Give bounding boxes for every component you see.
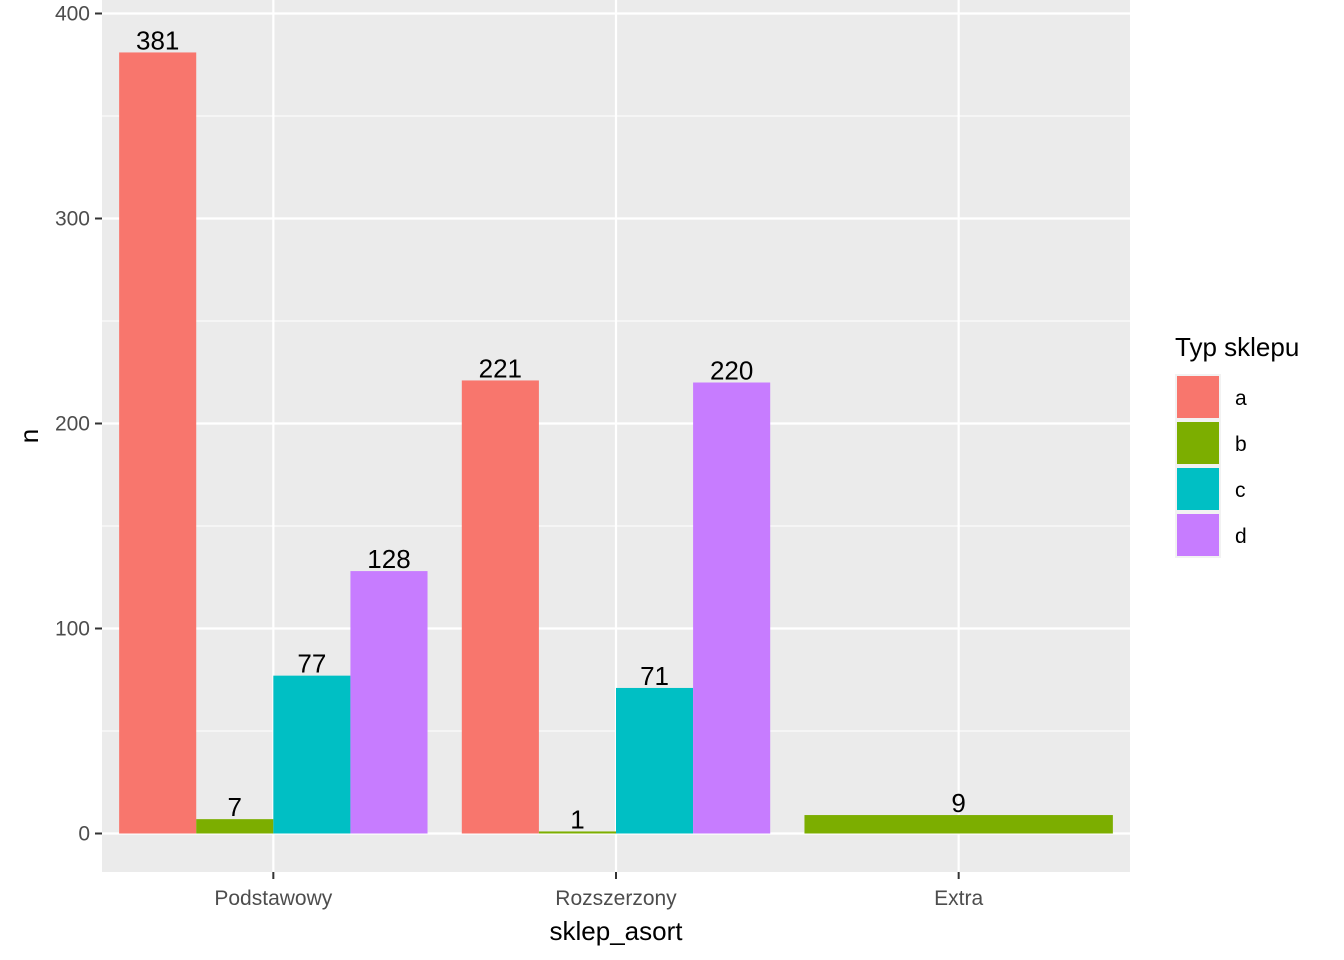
- x-axis: Podstawowy Rozszerzony Extra: [214, 872, 983, 910]
- data-label: 7: [228, 792, 242, 822]
- x-tick-label: Podstawowy: [214, 887, 332, 910]
- bar-b-Rozszerzony: [538, 831, 616, 834]
- data-label: 220: [710, 356, 753, 386]
- bar-b-Podstawowy: [196, 819, 274, 834]
- data-label: 71: [640, 661, 669, 691]
- legend-swatch-d: [1177, 514, 1219, 556]
- data-label: 128: [367, 544, 410, 574]
- y-tick-label: 0: [78, 823, 90, 846]
- y-tick-label: 400: [55, 3, 90, 26]
- x-tick-label: Extra: [934, 887, 983, 910]
- bar-d-Rozszerzony: [693, 382, 771, 834]
- data-label: 1: [570, 804, 584, 834]
- legend-swatch-c: [1177, 468, 1219, 510]
- bar-c-Rozszerzony: [616, 687, 694, 834]
- legend-label: d: [1235, 525, 1247, 548]
- data-label: 381: [136, 25, 179, 55]
- bar-a-Rozszerzony: [461, 380, 539, 834]
- data-label: 9: [951, 788, 965, 818]
- y-tick-label: 300: [55, 208, 90, 231]
- legend-label: c: [1235, 479, 1246, 502]
- legend-label: b: [1235, 433, 1247, 456]
- legend-swatch-a: [1177, 376, 1219, 418]
- data-label: 221: [479, 353, 522, 383]
- bar-d-Podstawowy: [350, 571, 428, 834]
- bar-b-Extra: [804, 815, 1113, 834]
- y-tick-label: 200: [55, 413, 90, 436]
- y-axis-title: n: [14, 429, 44, 443]
- y-axis: 0 100 200 300 400: [55, 3, 102, 846]
- bar-c-Podstawowy: [273, 675, 351, 834]
- legend-title: Typ sklepu: [1175, 332, 1299, 362]
- x-tick-label: Rozszerzony: [555, 887, 677, 910]
- legend-label: a: [1235, 387, 1247, 410]
- bars: [119, 52, 1113, 834]
- x-axis-title: sklep_asort: [550, 916, 684, 946]
- bar-a-Podstawowy: [119, 52, 197, 834]
- legend-swatch-b: [1177, 422, 1219, 464]
- y-tick-label: 100: [55, 618, 90, 641]
- data-label: 77: [297, 649, 326, 679]
